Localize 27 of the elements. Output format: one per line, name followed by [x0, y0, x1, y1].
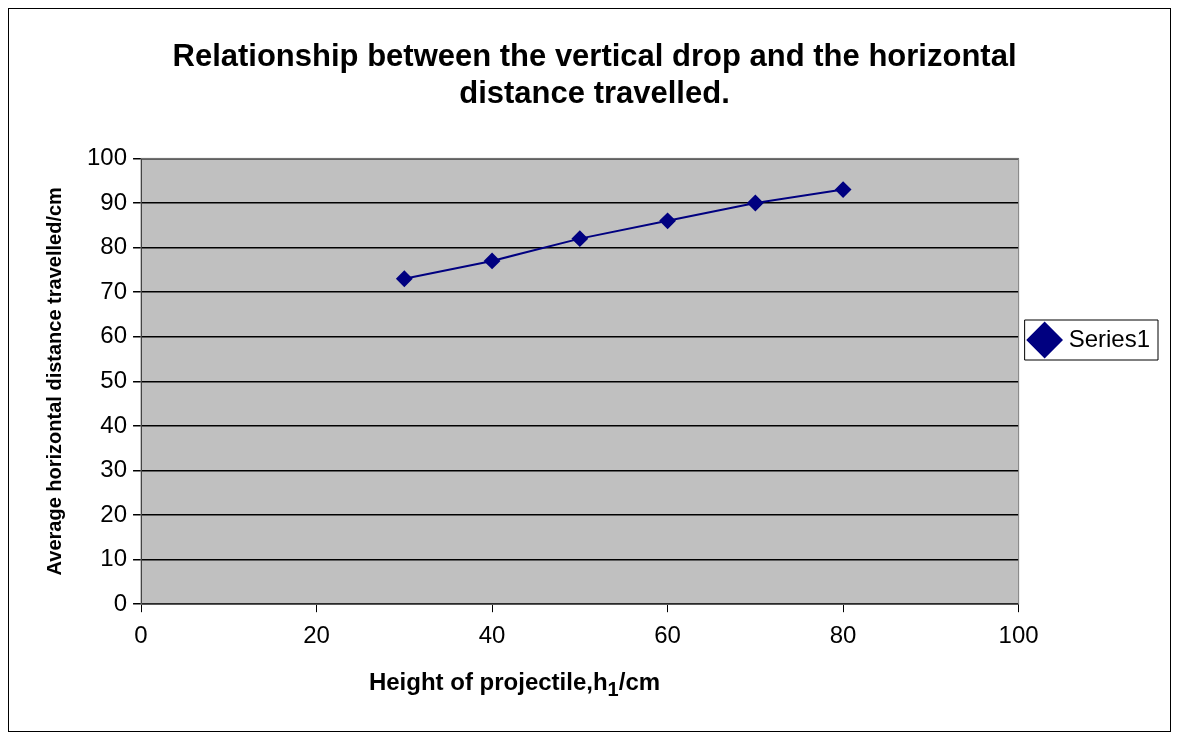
x-tick-label: 60 [654, 621, 681, 649]
x-tick-label: 0 [134, 621, 148, 649]
y-tick-label: 10 [100, 544, 128, 572]
point [396, 270, 413, 287]
legend-label: Series1 [1068, 324, 1150, 352]
y-tick-label: 90 [100, 187, 128, 215]
y-axis-title: Average horizontal distance travelled/cm [42, 187, 65, 576]
chart-title: Relationship between the vertical drop and the horizontal distance travelled. [172, 38, 1017, 111]
x-tick-label: 40 [478, 621, 506, 649]
point [571, 230, 588, 247]
y-tick-label: 20 [100, 499, 128, 527]
point [659, 212, 676, 229]
y-tick-label: 50 [100, 365, 128, 393]
y-tick-label: 40 [100, 410, 128, 438]
y-tick-label: 100 [87, 143, 128, 171]
y-tick-label: 30 [100, 455, 128, 483]
x-tick-label: 80 [829, 621, 857, 649]
y-tick-label: 80 [100, 232, 128, 260]
point [747, 194, 764, 211]
y-tick-label: 0 [113, 588, 128, 616]
point [835, 181, 852, 198]
x-axis-title: Height of projectile,h$_{1}$/cm [367, 668, 662, 701]
x-tick-label: 20 [303, 621, 330, 649]
point [484, 252, 501, 269]
y-tick-label: 60 [100, 321, 128, 349]
x-tick-label: 100 [998, 621, 1039, 649]
y-tick-label: 70 [100, 276, 128, 304]
